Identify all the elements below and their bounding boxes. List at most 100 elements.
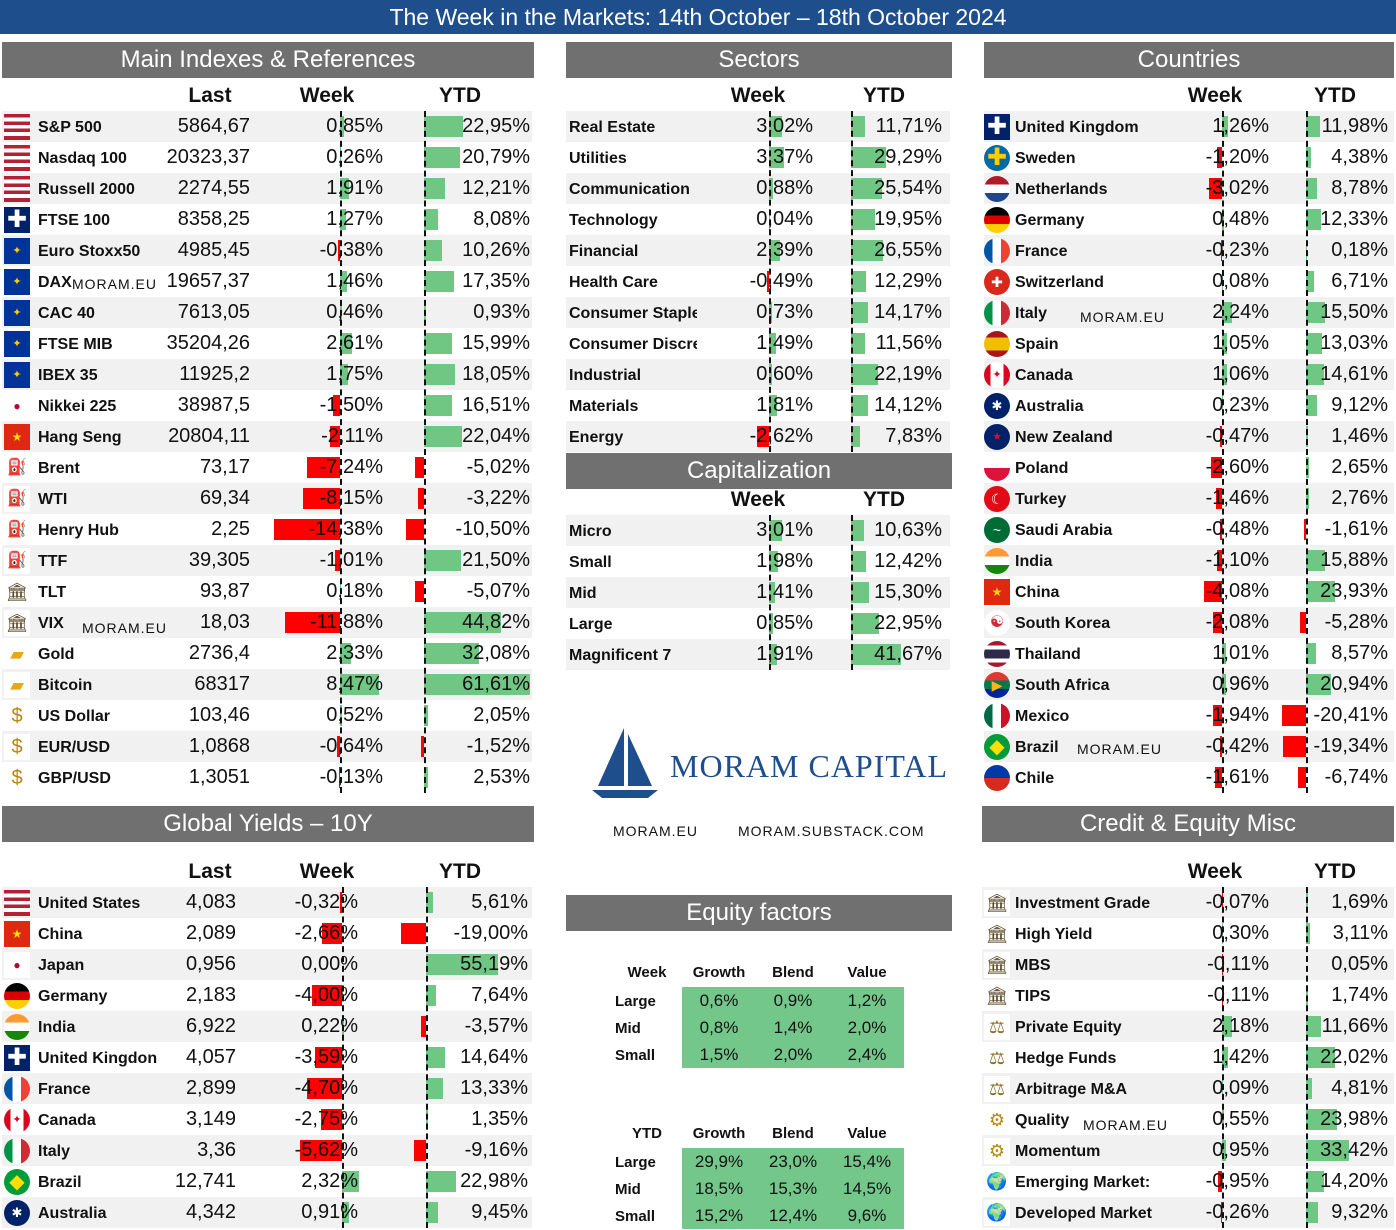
- germany-flag-icon: [4, 983, 30, 1009]
- table-row: ◆ Brazil -0,42% -19,34%: [984, 731, 1394, 762]
- last-value: 8358,25: [177, 208, 250, 230]
- us-flag-icon: [4, 176, 30, 202]
- week-value: 1,91%: [756, 643, 813, 665]
- week-value: -1,61%: [1205, 766, 1269, 788]
- last-value: 4985,45: [177, 239, 250, 261]
- ytd-bar: [851, 613, 879, 634]
- equity-factors-header: Equity factors: [566, 895, 952, 931]
- table-row: Russell 2000 2274,55 1,91% 12,21%: [2, 173, 532, 204]
- week-bar: [769, 644, 778, 665]
- week-bar: [337, 736, 340, 757]
- week-value: 0,08%: [1212, 270, 1269, 292]
- coins-icon: $: [4, 765, 30, 791]
- ytd-bar: [851, 395, 868, 416]
- factor-cell: 1,2%: [830, 987, 904, 1014]
- ytd-value: 2,76%: [1331, 487, 1388, 509]
- ytd-value: 12,29%: [874, 270, 942, 292]
- last-value: 4,342: [185, 1201, 236, 1223]
- week-bar: [342, 1202, 349, 1223]
- eu-flag-icon: ✦: [4, 331, 30, 357]
- ytd-bar: [851, 551, 866, 572]
- row-name: China: [38, 926, 83, 943]
- ytd-value: 23,93%: [1320, 580, 1388, 602]
- ytd-bar: [1306, 1140, 1350, 1161]
- week-bar: [340, 271, 347, 292]
- row-name: Germany: [1015, 212, 1085, 229]
- ytd-bar: [1306, 643, 1317, 664]
- row-name: Arbitrage M&A: [1015, 1081, 1128, 1098]
- week-value: -2,11%: [321, 425, 383, 447]
- week-value: 0,18%: [326, 580, 383, 602]
- row-name: Henry Hub: [38, 522, 119, 539]
- row-name: France: [1015, 243, 1068, 260]
- last-value: 2,899: [185, 1077, 236, 1099]
- week-value: 1,46%: [326, 270, 383, 292]
- countries-col-ytd: YTD: [1314, 84, 1356, 107]
- ytd-value: 25,54%: [874, 177, 942, 199]
- week-value: -4,08%: [1205, 580, 1269, 602]
- japan-flag-icon: ●: [4, 952, 30, 978]
- ytd-bar: [851, 520, 864, 541]
- week-bar: [1210, 457, 1222, 478]
- factor-cell: 9,6%: [830, 1202, 904, 1229]
- row-name: DAX: [38, 274, 72, 291]
- last-value: 20804,11: [168, 425, 250, 447]
- row-name: S&P 500: [38, 119, 102, 136]
- ytd-bar: [424, 178, 445, 199]
- row-name: United States: [38, 895, 141, 912]
- last-value: 0,956: [185, 953, 236, 975]
- ytd-bar: [426, 892, 434, 913]
- table-row: Germany 2,183 -4,00% 7,64%: [2, 980, 532, 1011]
- last-value: 93,87: [199, 580, 250, 602]
- table-row: ★ China 2,089 -2,66% -19,00%: [2, 918, 532, 949]
- row-name: Sweden: [1015, 150, 1076, 167]
- factor-cell: 14,5%: [830, 1175, 904, 1202]
- bar-axis: [426, 887, 428, 1228]
- week-bar: [769, 116, 783, 137]
- ytd-value: 4,81%: [1331, 1077, 1388, 1099]
- table-row: ✦ IBEX 35 11925,2 1,75% 18,05%: [2, 359, 532, 390]
- ytd-value: 8,08%: [473, 208, 530, 230]
- site-link-substack[interactable]: MORAM.SUBSTACK.COM: [738, 823, 925, 839]
- main-indexes-header: Main Indexes & References: [2, 42, 534, 78]
- main-col-ytd: YTD: [439, 84, 481, 107]
- bar-axis: [1222, 111, 1224, 793]
- row-name: Energy: [569, 429, 624, 446]
- ytd-bar: [424, 550, 461, 571]
- ytd-value: 22,95%: [874, 612, 942, 634]
- row-name: Financial: [569, 243, 639, 260]
- row-name: Quality: [1015, 1112, 1070, 1129]
- week-bar: [1222, 302, 1232, 323]
- bar-axis: [424, 111, 426, 793]
- row-name: France: [38, 1081, 91, 1098]
- gold-icon: ▰: [4, 672, 30, 698]
- factor-cell: 0,8%: [682, 1014, 756, 1041]
- week-value: 1,42%: [1212, 1046, 1269, 1068]
- week-bar: [769, 240, 780, 261]
- india-flag-icon: [984, 548, 1010, 574]
- row-name: India: [38, 1019, 76, 1036]
- row-name: South Korea: [1015, 615, 1111, 632]
- ytd-value: 22,98%: [460, 1170, 528, 1192]
- credit-col-ytd: YTD: [1314, 860, 1356, 883]
- site-link-moram-eu[interactable]: MORAM.EU: [613, 823, 698, 839]
- row-name: Hang Seng: [38, 429, 122, 446]
- table-row: Poland -2,60% 2,65%: [984, 452, 1394, 483]
- table-row: India 6,922 0,22% -3,57%: [2, 1011, 532, 1042]
- canada-flag-icon: ✦: [984, 362, 1010, 388]
- row-name: Consumer Staple: [569, 305, 697, 322]
- ytd-value: 29,29%: [874, 146, 942, 168]
- factor-cell: 15,4%: [830, 1148, 904, 1175]
- ytd-bar: [851, 147, 887, 168]
- row-name: Emerging Market:: [1015, 1174, 1151, 1191]
- ytd-value: -19,00%: [453, 922, 529, 944]
- row-name: South Africa: [1015, 677, 1110, 694]
- week-value: 0,09%: [1212, 1077, 1269, 1099]
- table-row: ✦ DAX 19657,37 1,46% 17,35%: [2, 266, 532, 297]
- week-value: -4,00%: [294, 984, 358, 1006]
- uk-flag-icon: ✚: [4, 1045, 30, 1071]
- week-bar: [1222, 116, 1228, 137]
- ytd-value: 1,74%: [1331, 984, 1388, 1006]
- india-flag-icon: [4, 1014, 30, 1040]
- last-value: 2,183: [185, 984, 236, 1006]
